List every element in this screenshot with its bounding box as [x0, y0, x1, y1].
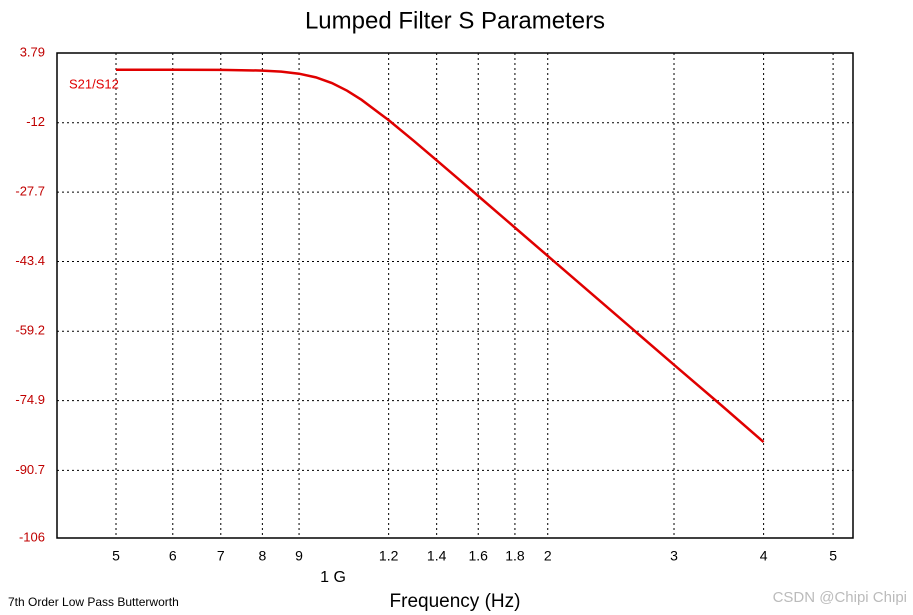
y-tick-label: -106: [19, 529, 45, 544]
x-tick-label: 6: [169, 548, 177, 564]
x-tick-label: 1.8: [505, 548, 525, 564]
y-tick-label: -27.7: [15, 184, 45, 199]
x-tick-label: 3: [670, 548, 678, 564]
x-tick-label: 5: [112, 548, 120, 564]
x-tick-label: 1.2: [379, 548, 399, 564]
x-tick-label: 9: [295, 548, 303, 564]
x-tick-label: 5: [829, 548, 837, 564]
y-tick-label: -74.9: [15, 392, 45, 407]
y-tick-label: -12: [26, 114, 45, 129]
x-tick-label: 2: [544, 548, 552, 564]
y-tick-label: 3.79: [20, 44, 45, 59]
y-tick-label: -43.4: [15, 253, 45, 268]
plot-frame: [56, 52, 854, 539]
x-tick-label: 8: [258, 548, 266, 564]
y-tick-label: -90.7: [15, 462, 45, 477]
chart-title: Lumped Filter S Parameters: [305, 7, 605, 34]
watermark: CSDN @Chipi Chipi: [773, 589, 907, 606]
x-axis-label: Frequency (Hz): [390, 591, 521, 612]
x-tick-label: 1.6: [469, 548, 489, 564]
series-label: S21/S12: [69, 76, 119, 91]
footer: 7th Order Low Pass Butterworth: [8, 595, 179, 609]
y-tick-label: -59.2: [15, 323, 45, 338]
x-tick-label: 1.4: [427, 548, 447, 564]
x-tick-label: 7: [217, 548, 225, 564]
series-line: [116, 68, 765, 444]
x-tick-label: 4: [760, 548, 768, 564]
x-unit-annotation: 1 G: [320, 569, 346, 586]
